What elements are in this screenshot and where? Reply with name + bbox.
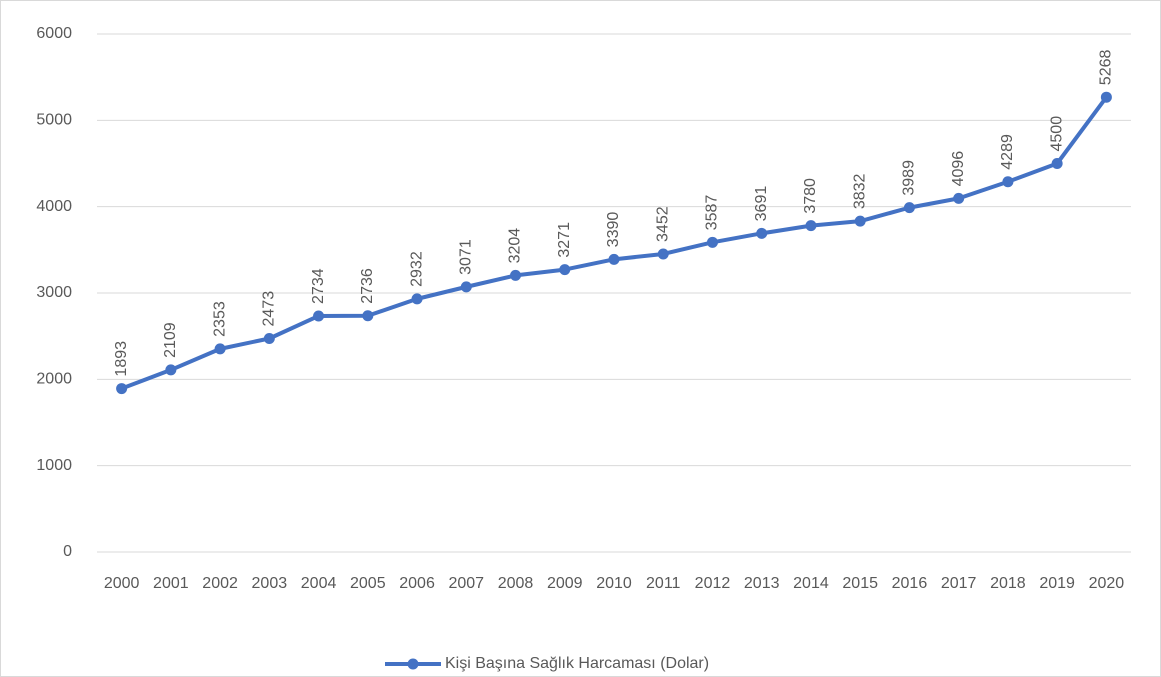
y-tick-label: 4000 (36, 198, 72, 215)
data-point (116, 383, 128, 395)
x-tick-label: 2016 (892, 575, 928, 592)
data-point (854, 215, 866, 227)
data-label: 3390 (605, 212, 622, 248)
x-tick-label: 2012 (695, 575, 731, 592)
x-tick-label: 2003 (252, 575, 288, 592)
data-label: 4096 (950, 151, 967, 187)
data-point (1100, 91, 1112, 103)
x-tick-label: 2010 (596, 575, 632, 592)
data-point (756, 227, 768, 239)
x-tick-label: 2018 (990, 575, 1026, 592)
x-tick-label: 2019 (1039, 575, 1075, 592)
data-label: 2736 (359, 268, 376, 304)
data-label: 2473 (261, 291, 278, 327)
data-point (313, 310, 325, 322)
legend-marker (407, 658, 419, 670)
data-point (805, 220, 817, 232)
data-label: 2734 (310, 268, 327, 304)
data-point (953, 192, 965, 204)
data-label: 2353 (211, 301, 228, 337)
data-label: 2109 (162, 322, 179, 358)
legend-label: Kişi Başına Sağlık Harcaması (Dolar) (445, 655, 709, 672)
x-tick-label: 2020 (1089, 575, 1125, 592)
x-tick-label: 2002 (202, 575, 238, 592)
data-point (362, 310, 374, 322)
data-label: 3587 (704, 195, 721, 231)
data-label: 3452 (654, 206, 671, 242)
data-label: 3204 (507, 228, 524, 264)
x-tick-label: 2015 (842, 575, 878, 592)
x-tick-label: 2001 (153, 575, 189, 592)
x-tick-label: 2006 (399, 575, 435, 592)
data-point (165, 364, 177, 376)
x-tick-label: 2000 (104, 575, 140, 592)
data-point (460, 281, 472, 293)
data-point (1002, 176, 1014, 188)
data-point (706, 236, 718, 248)
data-point (510, 269, 522, 281)
x-tick-label: 2017 (941, 575, 977, 592)
data-label: 3832 (851, 173, 868, 209)
data-label: 3071 (458, 239, 475, 275)
data-label: 4289 (999, 134, 1016, 170)
data-point (559, 264, 571, 276)
data-point (1051, 158, 1063, 169)
data-point (263, 332, 275, 344)
data-label: 5268 (1098, 50, 1115, 86)
data-point (411, 293, 423, 305)
x-tick-label: 2009 (547, 575, 583, 592)
x-tick-label: 2013 (744, 575, 780, 592)
data-label: 1893 (113, 341, 130, 377)
data-point (608, 253, 620, 265)
data-point (214, 343, 226, 355)
x-tick-label: 2005 (350, 575, 386, 592)
data-label: 4500 (1048, 116, 1065, 152)
y-tick-label: 5000 (36, 112, 72, 129)
x-tick-label: 2004 (301, 575, 337, 592)
y-tick-label: 6000 (36, 25, 72, 42)
data-label: 2932 (408, 251, 425, 287)
data-label: 3989 (901, 160, 918, 196)
x-tick-label: 2008 (498, 575, 534, 592)
y-tick-label: 1000 (36, 457, 72, 474)
data-point (903, 202, 915, 214)
data-label: 3780 (802, 178, 819, 214)
x-tick-label: 2007 (448, 575, 484, 592)
x-tick-label: 2014 (793, 575, 829, 592)
y-tick-label: 3000 (36, 284, 72, 301)
y-tick-label: 2000 (36, 371, 72, 388)
data-label: 3271 (556, 222, 573, 258)
data-point (657, 248, 669, 260)
y-tick-label: 0 (63, 543, 72, 560)
data-label: 3691 (753, 186, 770, 222)
x-tick-label: 2011 (646, 575, 681, 592)
